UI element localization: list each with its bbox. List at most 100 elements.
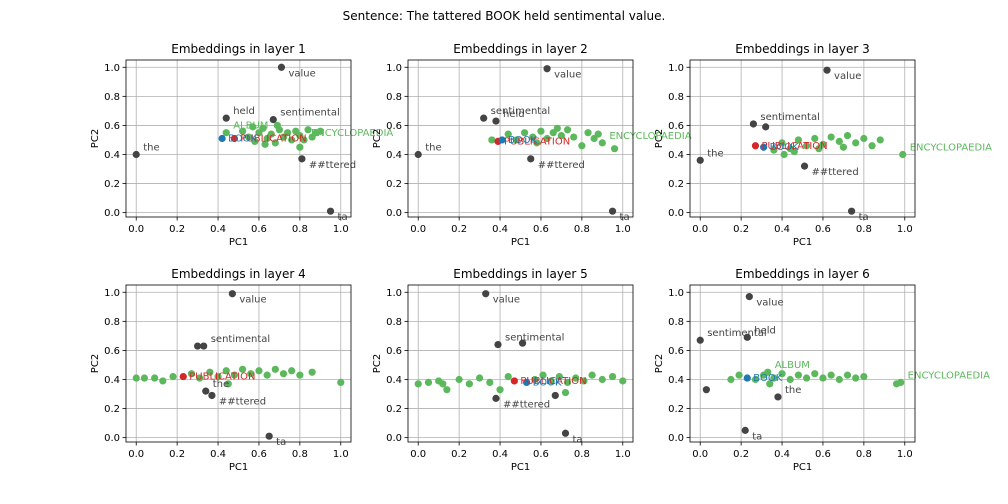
y-tick-label: 1.0 xyxy=(104,63,120,74)
y-tick-label: 0.6 xyxy=(668,346,684,357)
y-tick-label: 0.0 xyxy=(104,433,120,444)
point-context xyxy=(749,120,758,128)
point-cluster xyxy=(486,378,494,386)
y-tick-label: 0.8 xyxy=(668,317,684,328)
point-cluster xyxy=(827,133,835,141)
y-tick-label: 1.0 xyxy=(668,288,684,299)
point-cluster xyxy=(751,375,760,384)
point-cluster xyxy=(811,370,819,378)
point-cluster xyxy=(159,377,167,385)
point-context xyxy=(743,333,751,341)
point-cluster xyxy=(238,365,247,373)
x-tick-label: 0.2 xyxy=(733,224,749,235)
point-query xyxy=(743,374,751,382)
x-tick-label: 1.0 xyxy=(615,449,631,460)
point-cluster xyxy=(296,131,304,140)
point-cluster xyxy=(504,372,512,381)
y-axis-label: PC2 xyxy=(372,354,383,373)
point-cluster xyxy=(555,372,563,381)
point-cluster xyxy=(224,380,232,388)
point-label: ta xyxy=(859,212,869,223)
point-label: sentimental xyxy=(211,334,270,345)
x-tick-label: 0.8 xyxy=(574,224,590,235)
point-cluster xyxy=(455,375,463,384)
y-tick-label: 0.6 xyxy=(668,121,684,132)
y-axis-label: PC2 xyxy=(654,354,665,373)
point-context xyxy=(608,207,617,215)
x-tick-label: 0.6 xyxy=(815,449,831,460)
point-label: BOOK xyxy=(508,135,537,146)
y-tick-label: 0.6 xyxy=(104,121,120,132)
point-cluster xyxy=(529,133,537,141)
point-cluster xyxy=(288,367,296,375)
point-context xyxy=(202,387,210,395)
point-context xyxy=(492,394,500,402)
point-cluster xyxy=(899,150,907,159)
point-label: the xyxy=(707,148,723,159)
point-context xyxy=(492,117,500,125)
point-cluster xyxy=(259,124,267,132)
point-cluster xyxy=(547,377,555,385)
x-tick-label: 0.6 xyxy=(251,224,267,235)
point-cluster xyxy=(802,374,811,382)
x-tick-label: 0.0 xyxy=(410,224,426,235)
point-cluster xyxy=(852,374,860,382)
point-cluster xyxy=(443,386,451,394)
point-cluster xyxy=(790,147,798,156)
x-tick-label: 0.4 xyxy=(492,224,508,235)
point-cluster xyxy=(570,133,578,141)
y-tick-label: 0.6 xyxy=(386,121,402,132)
point-cluster xyxy=(802,142,811,150)
x-tick-label: 0.0 xyxy=(692,449,708,460)
point-cluster xyxy=(271,139,279,147)
point-label: held xyxy=(754,325,776,336)
axes-frame xyxy=(407,59,634,218)
point-cluster xyxy=(794,371,803,379)
point-context xyxy=(741,426,749,434)
point-cluster xyxy=(247,370,255,378)
x-tick-label: 0.0 xyxy=(128,224,144,235)
point-cluster xyxy=(414,380,422,388)
y-tick-label: 0.8 xyxy=(668,92,684,103)
point-label: ENCYCLOPAEDIA xyxy=(908,370,990,381)
x-tick-label: 0.2 xyxy=(733,449,749,460)
point-context xyxy=(298,155,306,163)
point-label: PUBLICATION xyxy=(504,136,570,147)
point-cluster xyxy=(512,136,521,144)
point-cluster xyxy=(251,137,259,146)
point-cluster xyxy=(169,372,177,381)
y-axis-label: PC2 xyxy=(90,354,101,373)
point-context xyxy=(823,66,831,74)
point-cluster xyxy=(770,374,778,382)
axes-frame xyxy=(407,284,634,443)
y-tick-label: 0.0 xyxy=(104,208,120,219)
point-label: ALBUM xyxy=(775,360,810,371)
y-tick-label: 1.0 xyxy=(386,63,402,74)
point-cluster xyxy=(610,145,619,153)
point-cluster xyxy=(588,371,596,379)
y-tick-label: 0.6 xyxy=(386,346,402,357)
point-target xyxy=(751,142,760,150)
point-cluster xyxy=(187,370,196,378)
point-cluster xyxy=(424,378,433,386)
point-cluster xyxy=(839,143,848,151)
point-context xyxy=(518,339,527,347)
point-context xyxy=(200,342,208,350)
x-axis-label: PC1 xyxy=(793,237,812,248)
point-cluster xyxy=(786,375,794,384)
point-cluster xyxy=(337,378,345,386)
point-cluster xyxy=(778,139,786,147)
point-cluster xyxy=(594,130,602,138)
point-cluster xyxy=(860,134,868,143)
x-tick-label: 0.8 xyxy=(574,449,590,460)
point-cluster xyxy=(835,137,843,146)
point-label: PUBLICATION xyxy=(189,372,255,383)
point-context xyxy=(228,290,236,298)
point-cluster xyxy=(230,371,239,379)
point-cluster xyxy=(273,121,281,130)
point-cluster xyxy=(735,371,743,379)
point-context xyxy=(800,162,809,170)
x-tick-label: 0.0 xyxy=(128,449,144,460)
x-tick-label: 0.2 xyxy=(451,224,467,235)
